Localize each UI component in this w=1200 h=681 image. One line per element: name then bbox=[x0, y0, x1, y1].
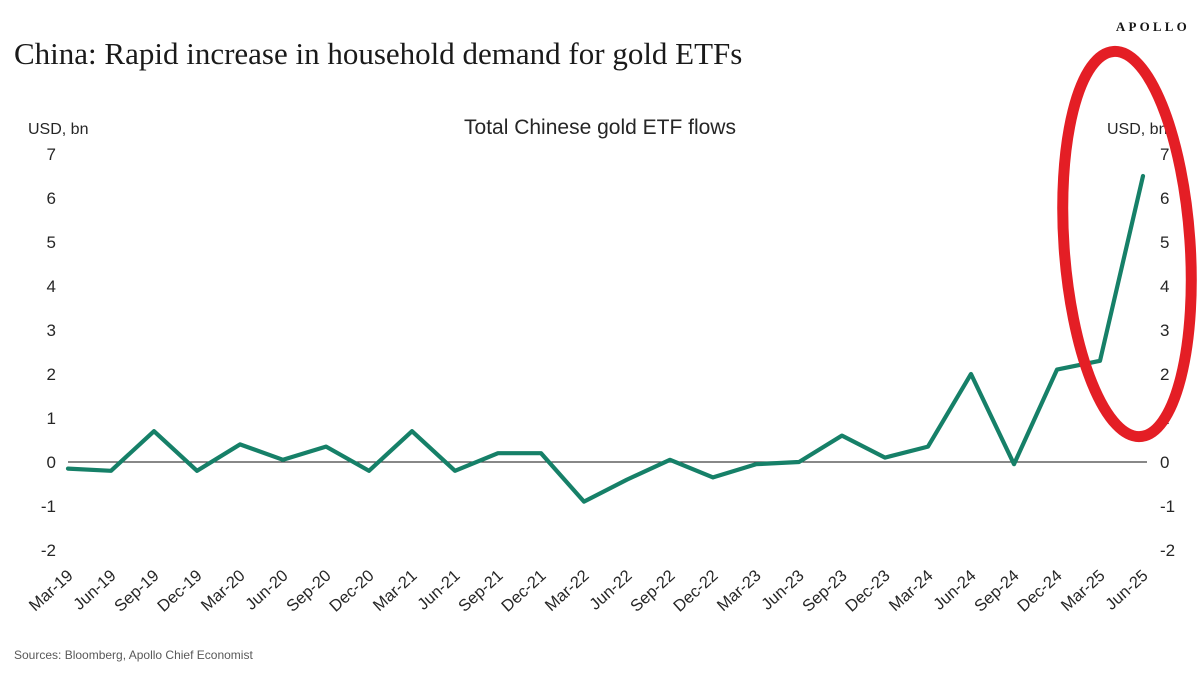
x-tick-label: Jun-21 bbox=[414, 567, 464, 614]
x-tick-label: Dec-22 bbox=[670, 567, 722, 616]
chart-title: Total Chinese gold ETF flows bbox=[464, 116, 736, 139]
y-tick-label-right: 4 bbox=[1160, 277, 1169, 296]
y-tick-label-left: 3 bbox=[47, 321, 56, 340]
apollo-logo: APOLLO bbox=[1115, 19, 1190, 34]
x-tick-label: Jun-20 bbox=[242, 567, 292, 614]
y-axis-unit-right: USD, bn bbox=[1107, 121, 1168, 138]
gold-etf-flows-line bbox=[65, 173, 1146, 504]
y-tick-label-right: 6 bbox=[1160, 189, 1169, 208]
y-tick-label-right: -2 bbox=[1160, 541, 1175, 560]
x-tick-label: Sep-19 bbox=[111, 567, 163, 616]
x-axis-ticks: Mar-19Jun-19Sep-19Dec-19Mar-20Jun-20Sep-… bbox=[26, 567, 1152, 616]
x-tick-label: Jun-22 bbox=[586, 567, 636, 614]
x-tick-label: Sep-21 bbox=[455, 567, 507, 616]
x-tick-label: Mar-25 bbox=[1058, 567, 1109, 615]
x-tick-label: Mar-23 bbox=[714, 567, 765, 615]
y-tick-label-right: -1 bbox=[1160, 497, 1175, 516]
x-tick-label: Dec-24 bbox=[1014, 567, 1066, 616]
y-tick-label-right: 7 bbox=[1160, 145, 1169, 164]
y-tick-label-left: 5 bbox=[47, 233, 56, 252]
x-tick-label: Dec-20 bbox=[326, 567, 378, 616]
y-tick-label-right: 2 bbox=[1160, 365, 1169, 384]
x-tick-label: Jun-23 bbox=[758, 567, 808, 614]
y-tick-label-left: 2 bbox=[47, 365, 56, 384]
page-title: China: Rapid increase in household deman… bbox=[14, 36, 743, 71]
x-tick-label: Dec-21 bbox=[498, 567, 550, 616]
x-tick-label: Jun-25 bbox=[1102, 567, 1152, 614]
x-tick-label: Jun-19 bbox=[70, 567, 120, 614]
x-tick-label: Mar-19 bbox=[26, 567, 77, 615]
y-tick-label-right: 5 bbox=[1160, 233, 1169, 252]
y-tick-label-left: -2 bbox=[41, 541, 56, 560]
y-tick-label-left: 4 bbox=[47, 277, 56, 296]
highlight-ellipse bbox=[1057, 45, 1197, 443]
x-tick-label: Sep-20 bbox=[283, 567, 335, 616]
x-tick-label: Dec-23 bbox=[842, 567, 894, 616]
x-tick-label: Mar-20 bbox=[198, 567, 249, 615]
y-tick-label-left: -1 bbox=[41, 497, 56, 516]
x-tick-label: Mar-22 bbox=[542, 567, 593, 615]
x-tick-label: Sep-22 bbox=[627, 567, 679, 616]
x-tick-label: Sep-24 bbox=[971, 567, 1023, 616]
y-tick-label-left: 6 bbox=[47, 189, 56, 208]
x-tick-label: Mar-24 bbox=[886, 567, 937, 615]
sources-note: Sources: Bloomberg, Apollo Chief Economi… bbox=[14, 648, 253, 662]
x-tick-label: Sep-23 bbox=[799, 567, 851, 616]
y-tick-label-left: 1 bbox=[47, 409, 56, 428]
y-axis-ticks-left: 7 6 5 4 3 2 1 0 -1 -2 bbox=[41, 145, 56, 560]
y-tick-label-right: 3 bbox=[1160, 321, 1169, 340]
x-tick-label: Mar-21 bbox=[370, 567, 421, 615]
y-tick-label-left: 7 bbox=[47, 145, 56, 164]
y-tick-label-right: 0 bbox=[1160, 453, 1169, 472]
x-tick-label: Dec-19 bbox=[154, 567, 206, 616]
x-tick-label: Jun-24 bbox=[930, 567, 980, 614]
y-axis-unit-left: USD, bn bbox=[28, 121, 89, 138]
y-tick-label-left: 0 bbox=[47, 453, 56, 472]
